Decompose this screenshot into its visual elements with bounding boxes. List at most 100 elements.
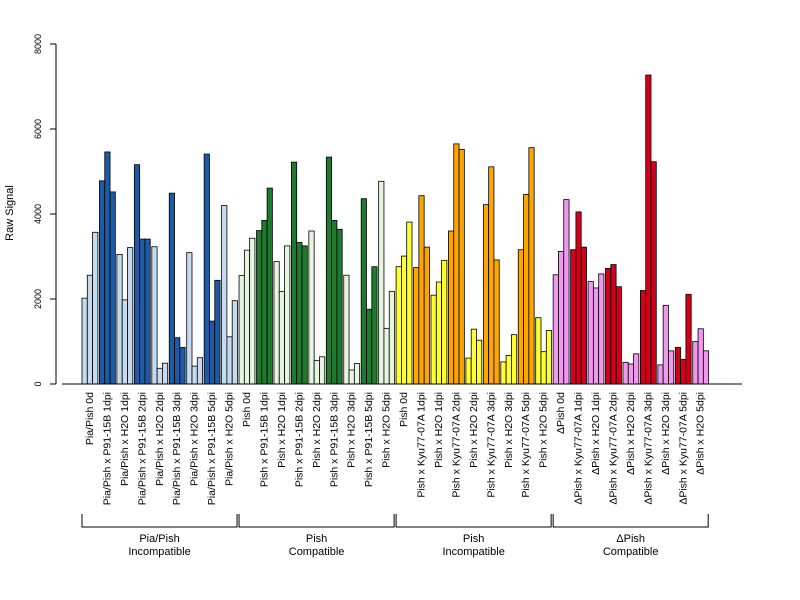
x-tick-label: Pia/Pish x H2O 1dpi xyxy=(119,392,131,486)
bar xyxy=(388,290,395,385)
bar xyxy=(545,330,552,385)
bar xyxy=(161,362,169,385)
x-tick-label: Pia/Pish x P91-15B 5dpi xyxy=(206,392,218,505)
x-tick-label: Pish 0d xyxy=(241,392,253,427)
bar xyxy=(592,287,600,385)
bar xyxy=(505,355,512,385)
bar xyxy=(458,148,465,385)
bar xyxy=(296,242,303,385)
bar xyxy=(231,300,238,385)
bars xyxy=(81,74,710,385)
bar xyxy=(535,317,542,385)
x-tick-label: ΔPish x Kyu77-07A 2dpi xyxy=(607,392,619,505)
bar xyxy=(336,228,343,385)
bar xyxy=(517,249,524,385)
y-tick-label: 2000 xyxy=(33,289,43,309)
x-tick-label: Pish x Kyu77-07A 1dpi xyxy=(416,392,428,498)
bar xyxy=(366,308,373,385)
x-tick-label: Pish x Kyu77-07A 3dpi xyxy=(485,392,497,498)
bar xyxy=(116,253,123,385)
bar xyxy=(378,180,385,385)
bar xyxy=(168,192,175,385)
bar xyxy=(441,259,448,385)
bar xyxy=(256,230,263,385)
bar xyxy=(133,164,141,385)
bar xyxy=(605,267,612,385)
x-tick-label: ΔPish x H2O 3dpi xyxy=(660,392,672,475)
bar xyxy=(540,351,547,385)
x-tick-labels: Pia/Pish 0d Pia/Pish x P91-15B 1dpi Pia/Pi… xyxy=(84,392,707,505)
bar xyxy=(645,74,652,385)
x-tick-label: Pish 0d xyxy=(398,392,410,427)
x-tick-label: ΔPish x H2O 2dpi xyxy=(625,392,637,475)
bar xyxy=(488,166,495,385)
x-tick-label: Pish x H2O 2dpi xyxy=(468,392,480,468)
y-tick-label: 4000 xyxy=(33,204,43,224)
bar xyxy=(627,363,634,385)
bar xyxy=(243,249,251,385)
bar xyxy=(221,205,228,385)
y-tick-label: 8000 xyxy=(33,34,43,54)
x-tick-label: Pish x H2O 3dpi xyxy=(346,392,358,468)
group-label-line2: Compatible xyxy=(289,546,345,558)
bar xyxy=(313,360,320,385)
bar xyxy=(668,350,675,385)
bar xyxy=(319,356,326,385)
bar xyxy=(278,290,285,385)
x-tick-label: Pia/Pish x H2O 3dpi xyxy=(189,392,201,486)
bar xyxy=(226,336,233,385)
bar xyxy=(308,230,315,385)
bar xyxy=(523,194,530,385)
bar xyxy=(331,219,338,385)
bar xyxy=(383,327,390,385)
x-tick-label: ΔPish x H2O 1dpi xyxy=(590,392,602,475)
bar xyxy=(552,274,559,385)
bar xyxy=(413,267,420,385)
x-tick-label: Pia/Pish x P91-15B 3dpi xyxy=(171,392,183,505)
x-tick-label: Pish x H2O 3dpi xyxy=(503,392,515,468)
bar xyxy=(640,290,647,385)
x-tick-label: Pia/Pish x H2O 5dpi xyxy=(224,392,236,486)
bar xyxy=(418,195,425,385)
bar xyxy=(558,250,565,385)
bar xyxy=(482,204,490,385)
x-tick-label: Pish x H2O 1dpi xyxy=(276,392,288,468)
bar xyxy=(662,304,669,385)
bar xyxy=(406,221,413,385)
bar xyxy=(86,274,94,385)
bar xyxy=(348,369,355,385)
bar xyxy=(99,180,106,385)
x-tick-label: ΔPish x Kyu77-07A 5dpi xyxy=(677,392,689,505)
bar xyxy=(144,238,151,385)
y-axis-label: Raw Signal xyxy=(4,185,16,241)
bar xyxy=(301,245,308,385)
bar xyxy=(685,293,692,385)
x-tick-label: Pish x H2O 2dpi xyxy=(311,392,323,468)
bar xyxy=(528,147,535,385)
bar xyxy=(214,279,221,385)
bar xyxy=(430,294,437,385)
bar xyxy=(453,143,460,385)
x-tick-label: Pia/Pish x H2O 2dpi xyxy=(154,392,166,486)
bar xyxy=(702,350,710,385)
bar xyxy=(610,264,617,385)
group-bracket xyxy=(552,514,709,528)
bar xyxy=(674,347,681,385)
bar xyxy=(435,281,442,385)
bar xyxy=(692,341,699,385)
x-tick-label: Pia/Pish x P91-15B 1dpi xyxy=(101,392,113,505)
bar xyxy=(465,357,472,385)
bar xyxy=(633,353,640,385)
bar xyxy=(186,252,193,385)
group-label-line1: Pish xyxy=(463,533,484,545)
bar xyxy=(650,161,657,385)
x-tick-label: ΔPish x H2O 5dpi xyxy=(695,392,707,475)
bar xyxy=(395,266,402,385)
y-axis: 0 2000 4000 6000 8000 xyxy=(33,34,57,387)
x-tick-label: Pish x Kyu77-07A 5dpi xyxy=(520,392,532,498)
bar xyxy=(156,367,163,385)
bar xyxy=(238,275,245,385)
bar xyxy=(249,237,256,385)
x-tick-label: Pia/Pish x P91-15B 2dpi xyxy=(136,392,148,505)
